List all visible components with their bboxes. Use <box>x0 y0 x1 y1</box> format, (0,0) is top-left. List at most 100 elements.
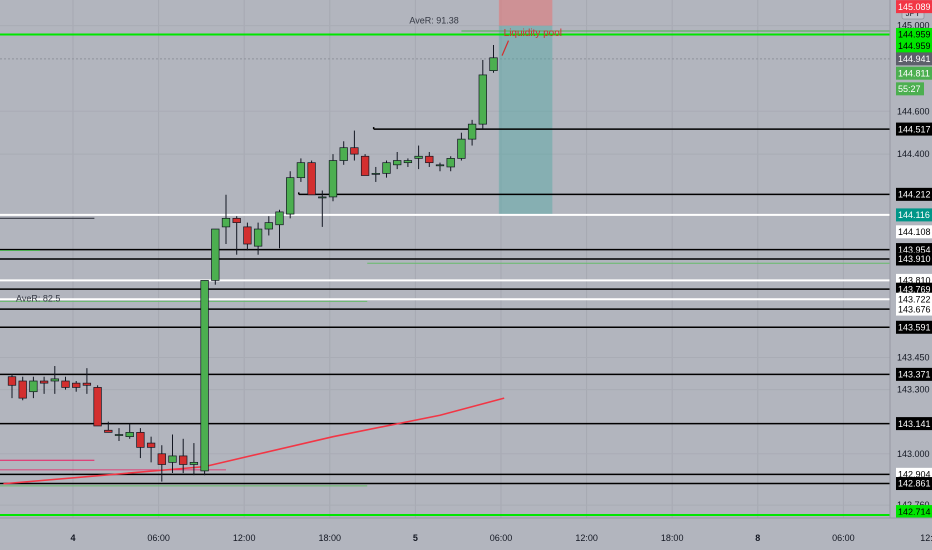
price-label-text[interactable]: 143.910 <box>898 254 931 264</box>
price-label-tag[interactable] <box>896 225 932 239</box>
candle-body <box>93 387 102 427</box>
candle-body <box>82 382 92 386</box>
candle-body <box>360 155 370 176</box>
time-tick-label: 06:00 <box>147 533 170 543</box>
price-label-tag[interactable] <box>896 208 932 222</box>
price-label-tag[interactable] <box>896 292 932 306</box>
candle-body <box>264 222 273 230</box>
candle-body <box>350 147 359 155</box>
time-tick-label: 4 <box>70 533 75 543</box>
price-label-text[interactable]: 143.676 <box>898 304 931 314</box>
candle-body <box>382 162 391 174</box>
price-label-text[interactable]: 143.954 <box>898 245 931 255</box>
price-label-text[interactable]: 144.959 <box>898 30 931 40</box>
price-label-text[interactable]: 143.769 <box>898 284 931 294</box>
time-tick-label: 06:00 <box>490 533 513 543</box>
price-axis[interactable]: JPY0145.000144.600144.400143.450143.3001… <box>889 0 932 550</box>
candle-body <box>243 226 252 245</box>
candles <box>7 44 498 482</box>
price-label-tag[interactable] <box>896 252 932 266</box>
price-tick-label: 145.000 <box>897 21 930 31</box>
candle-body <box>125 432 134 438</box>
time-tick-label: 12:0 <box>920 533 932 543</box>
annotations: AveR: 91.38 AveR: 82.5 Liquidity pool <box>16 16 562 304</box>
candle-body <box>275 211 284 226</box>
price-label-text[interactable]: 144.811 <box>898 68 930 78</box>
take-profit-zone[interactable] <box>498 25 553 215</box>
candle-body <box>114 434 124 436</box>
price-label-tag[interactable] <box>896 66 932 80</box>
price-label-text[interactable]: 144.959 <box>898 41 931 51</box>
position-box[interactable] <box>498 0 553 215</box>
price-tick-label: 144.600 <box>897 106 930 116</box>
horizontal-levels[interactable] <box>0 33 890 517</box>
price-label-text[interactable]: 143.371 <box>898 370 931 380</box>
candle-body <box>211 228 220 281</box>
candle-body <box>200 280 209 472</box>
price-label-tag[interactable] <box>896 367 932 381</box>
candle-body <box>104 429 113 433</box>
price-tick-label: 143.300 <box>897 385 930 395</box>
candle-body <box>435 164 445 167</box>
candle-body <box>328 160 338 198</box>
liquidity-pool-label: Liquidity pool <box>504 28 562 39</box>
price-label-tag[interactable] <box>896 0 932 14</box>
candle-body <box>61 380 70 388</box>
price-label-text[interactable]: 144.517 <box>898 124 931 134</box>
candle-body <box>371 173 380 175</box>
candle-body <box>489 57 498 71</box>
price-label-text[interactable]: 142.714 <box>898 507 931 517</box>
time-tick-label: 8 <box>755 533 760 543</box>
price-label-text[interactable]: 144.116 <box>898 210 930 220</box>
price-label-text[interactable]: 143.722 <box>898 294 931 304</box>
price-label-tag[interactable] <box>896 477 932 491</box>
time-tick-label: 18:00 <box>661 533 684 543</box>
candle-body <box>253 228 263 247</box>
price-label-text[interactable]: 143.591 <box>898 322 931 332</box>
price-label-tag[interactable] <box>896 187 932 201</box>
candle-body <box>157 453 166 465</box>
candle-body <box>393 160 402 166</box>
candle-body <box>136 432 145 448</box>
price-label-text[interactable]: 143.810 <box>898 276 931 286</box>
price-label-text[interactable]: 144.941 <box>898 54 931 64</box>
candle-body <box>318 196 327 199</box>
price-label-text[interactable]: 142.904 <box>898 470 931 480</box>
price-label-text[interactable]: 144.108 <box>898 227 931 237</box>
price-tick-label: 144.400 <box>897 149 930 159</box>
price-label-tag[interactable] <box>896 282 932 296</box>
candle-body <box>146 442 156 448</box>
price-label-tag[interactable] <box>896 82 924 96</box>
price-label-text[interactable]: 55:27 <box>898 84 921 94</box>
candle-body <box>189 461 199 465</box>
price-label-text[interactable]: 145.089 <box>898 2 931 12</box>
price-label-tag[interactable] <box>896 302 932 316</box>
candle-body <box>168 455 177 463</box>
candle-body <box>446 158 455 168</box>
extra-segments <box>0 30 890 487</box>
price-label-tag[interactable] <box>896 320 932 334</box>
price-tick-label: 143.450 <box>897 352 930 362</box>
candle-body <box>414 155 423 159</box>
stop-loss-zone[interactable] <box>498 0 553 26</box>
candle-body <box>339 147 348 161</box>
price-label-tag[interactable] <box>896 52 932 66</box>
price-label-text[interactable]: 143.141 <box>898 419 931 429</box>
price-label-tag[interactable] <box>896 122 932 136</box>
price-label-tag[interactable] <box>896 39 932 53</box>
candle-body <box>232 217 241 223</box>
moving-average <box>3 397 505 485</box>
time-axis-background <box>0 518 932 550</box>
time-tick-label: 12:00 <box>233 533 256 543</box>
candle-body <box>425 155 434 164</box>
price-label-text[interactable]: 144.212 <box>898 190 931 200</box>
price-label-text[interactable]: 142.861 <box>898 479 931 489</box>
candle-body <box>221 217 231 228</box>
price-label-tag[interactable] <box>896 27 932 41</box>
price-label-tag[interactable] <box>896 417 932 431</box>
time-axis[interactable]: 4 06:00 12:00 18:00 5 06:00 12:00 18:00 8 06:00 12… <box>0 517 932 550</box>
candle-body <box>50 378 59 382</box>
currency-label[interactable]: JPY <box>906 9 921 18</box>
